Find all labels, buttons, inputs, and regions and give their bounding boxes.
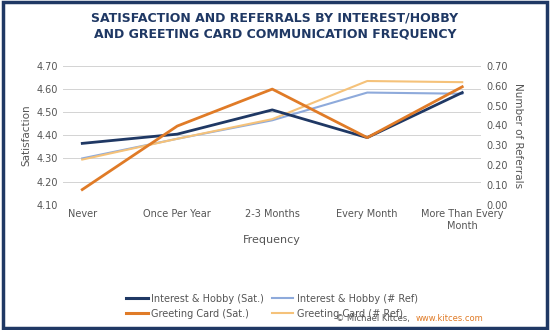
Legend: Interest & Hobby (Sat.), Greeting Card (Sat.), Interest & Hobby (# Ref), Greetin: Interest & Hobby (Sat.), Greeting Card (…: [122, 290, 422, 322]
Y-axis label: Satisfaction: Satisfaction: [21, 105, 31, 166]
Text: www.kitces.com: www.kitces.com: [415, 314, 483, 323]
Text: © Michael Kitces,: © Michael Kitces,: [336, 314, 409, 323]
X-axis label: Frequency: Frequency: [243, 235, 301, 245]
Y-axis label: Number of Referrals: Number of Referrals: [513, 83, 523, 188]
Text: SATISFACTION AND REFERRALS BY INTEREST/HOBBY
AND GREETING CARD COMMUNICATION FRE: SATISFACTION AND REFERRALS BY INTEREST/H…: [91, 12, 459, 41]
